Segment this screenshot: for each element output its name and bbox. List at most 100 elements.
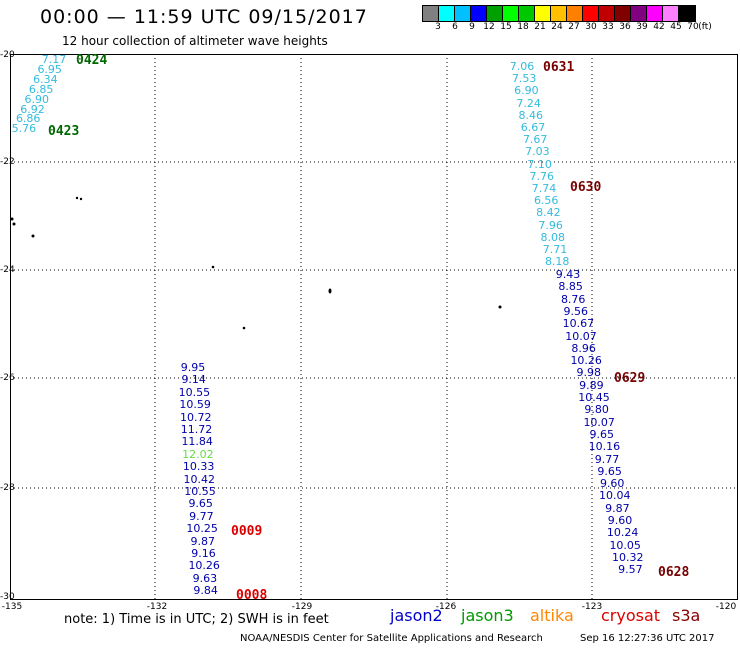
wave-height-value: 7.24 [516,96,541,110]
lat-label: -22 [0,157,15,167]
wave-height-value: 10.04 [599,489,631,503]
lat-label: -20 [0,50,15,60]
lon-label: -129 [291,602,313,612]
wave-height-value: 7.03 [525,145,550,159]
legend-swatch [567,6,583,21]
legend-swatch [423,6,439,21]
wave-height-value: 6.56 [533,194,559,208]
wave-height-value: 7.71 [542,243,568,256]
wave-height-value: 10.05 [609,538,641,552]
lat-label: -28 [0,483,15,493]
wave-height-value: 9.95 [180,361,206,374]
legend-label: 24 [551,22,563,32]
time-label-0008: 0008 [236,588,268,603]
legend-swatch [647,6,663,21]
legend-swatch [455,6,471,21]
legend-swatch [663,6,679,21]
satellite-jason2: jason2 [390,606,443,625]
wave-height-value: 6.92 [20,102,45,116]
wave-height-value: 6.90 [514,84,539,98]
lat-label: -24 [0,265,15,275]
wave-height-value: 7.76 [529,169,555,183]
island-markers [10,196,502,330]
wave-height-value: 9.84 [193,584,218,598]
legend-swatch [439,6,455,21]
wave-height-value: 10.67 [562,317,595,331]
legend-swatch [535,6,551,21]
time-label-0423: 0423 [48,124,80,139]
legend-label: 45 [670,22,682,32]
wave-height-value: 10.55 [184,485,216,498]
wave-height-value: 8.46 [518,108,544,122]
time-label-0424: 0424 [76,53,108,68]
legend-label: 3 [435,22,441,32]
legend-label: 18 [517,22,529,32]
wave-height-value: 9.65 [188,497,213,511]
wave-height-value: 5.76 [11,122,37,136]
wave-height-value: 7.74 [531,182,557,195]
legend-label: 36 [619,22,631,32]
wave-height-value: 10.42 [183,472,216,486]
wave-height-value: 11.84 [181,435,213,449]
time-label-0009: 0009 [231,524,263,539]
wave-height-value: 6.34 [33,72,58,86]
wave-height-value: 9.65 [597,464,622,478]
footer-agency: NOAA/NESDIS Center for Satellite Applica… [240,633,543,644]
legend-label: 70 [687,22,699,32]
satellite-altika: altika [530,606,574,625]
legend-swatch [615,6,631,21]
wave-height-value: 7.53 [511,72,537,86]
wave-height-value: 10.33 [182,460,215,474]
time-label-0631: 0631 [543,60,575,75]
legend-label: 21 [534,22,546,32]
wave-height-value: 10.16 [588,440,621,454]
wave-height-value: 7.06 [509,60,535,73]
satellite-s3a: s3a [672,606,701,625]
legend-swatch [519,6,535,21]
wave-height-value: 9.14 [181,373,206,387]
map-subtitle: 12 hour collection of altimeter wave hei… [62,34,328,48]
wave-height-value: 8.76 [560,292,586,306]
lat-label: -30 [0,592,15,602]
wave-height-value: 9.43 [555,268,581,281]
wave-height-value: 10.32 [612,550,644,564]
lon-label: -132 [146,602,168,612]
wave-height-value: 6.86 [15,112,41,126]
legend-swatch [583,6,599,21]
lat-label: -26 [0,373,15,383]
wave-height-value: 9.60 [607,514,633,527]
wave-height-value: 6.67 [520,121,546,134]
time-label-0630: 0630 [570,180,602,195]
wave-height-value: 9.77 [594,452,620,466]
legend-label: 30 [585,22,597,32]
wave-height-value: 9.87 [190,534,216,548]
wave-height-value: 9.87 [605,501,630,515]
wave-height-value: 10.24 [606,526,639,540]
wave-height-value: 11.72 [180,423,213,436]
legend-label: 33 [602,22,614,32]
legend-swatch [503,6,519,21]
note-text: note: 1) Time is in UTC; 2) SWH is in fe… [64,612,329,627]
wave-height-value: 9.56 [563,304,589,318]
legend-swatch [487,6,503,21]
wave-height-value: 10.59 [179,398,211,412]
wave-height-value: 9.65 [589,427,615,441]
legend-label: 6 [452,22,458,32]
wave-height-value: 6.90 [24,92,50,106]
lon-label: -123 [581,602,603,612]
legend-label: 42 [653,22,665,32]
wave-height-value: 9.57 [618,563,643,577]
wave-height-value: 10.45 [578,391,610,404]
wave-height-value: 9.60 [599,477,625,491]
legend-label: 9 [469,22,475,32]
wave-height-value: 12.02 [182,447,214,461]
satellite-cryosat: cryosat [601,606,661,625]
footer-timestamp: Sep 16 12:27:36 UTC 2017 [580,633,715,644]
time-label-0629: 0629 [614,371,646,386]
wave-height-value: 9.16 [191,547,216,560]
wave-height-value: 6.85 [28,82,54,96]
wave-height-value: 8.42 [536,206,561,220]
satellite-jason3: jason3 [461,606,514,625]
legend-swatch [551,6,567,21]
wave-height-value: 8.18 [544,255,570,269]
